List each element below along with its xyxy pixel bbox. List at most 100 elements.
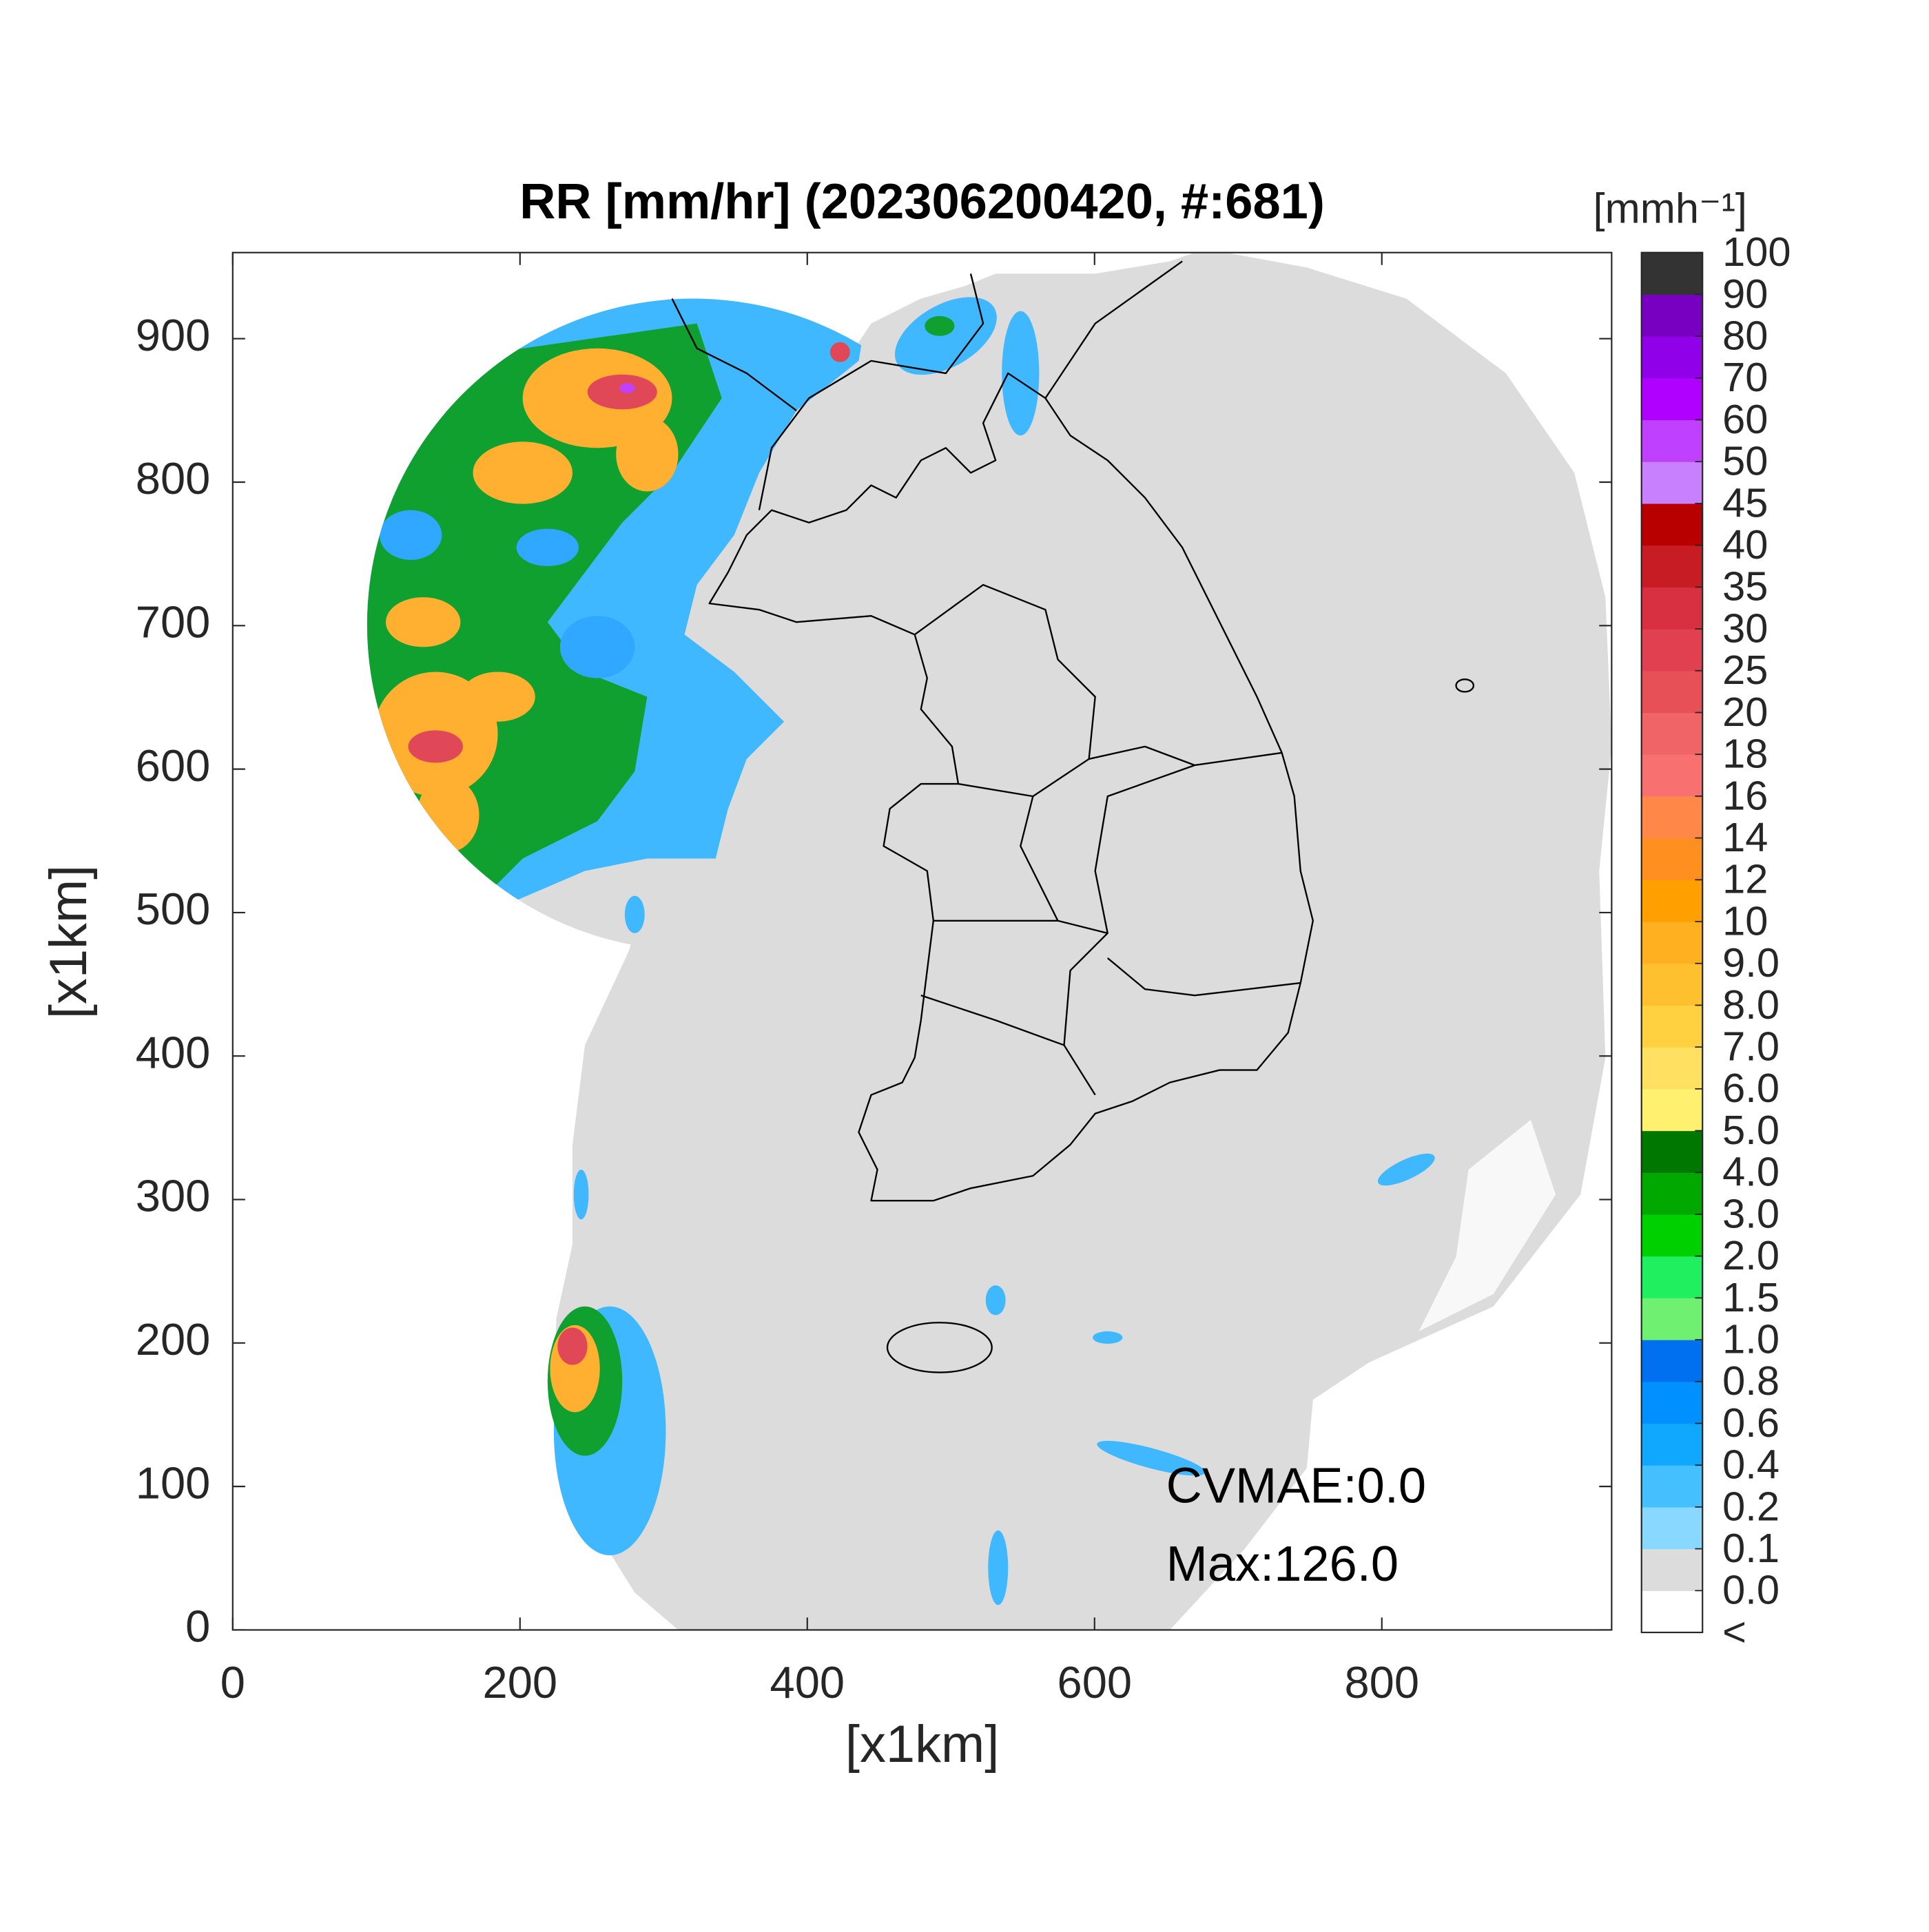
y-tick-label: 0 — [185, 1601, 210, 1652]
y-tick-label: 600 — [136, 740, 210, 791]
x-tick-label: 200 — [483, 1657, 557, 1707]
colorbar-segment — [1641, 1548, 1703, 1591]
x-tick-label: 800 — [1345, 1657, 1419, 1707]
y-tick-label: 400 — [136, 1027, 210, 1077]
colorbar-segment — [1641, 1298, 1703, 1340]
colorbar-segment — [1641, 796, 1703, 839]
rain-blue — [624, 895, 645, 933]
colorbar-segment — [1641, 838, 1703, 880]
colorbar-label: < — [1722, 1608, 1746, 1654]
colorbar-label: 35 — [1722, 563, 1768, 610]
rain-purple — [619, 383, 635, 393]
colorbar-segment — [1641, 1506, 1703, 1550]
rain-blue — [985, 1285, 1006, 1316]
colorbar-label: 60 — [1722, 396, 1768, 442]
x-axis-label: [x1km] — [845, 1715, 999, 1774]
colorbar-label: 8.0 — [1722, 981, 1780, 1028]
colorbar-segment — [1641, 963, 1703, 1006]
rain-blue — [1002, 311, 1040, 436]
rain-area-nw — [367, 298, 871, 908]
colorbar-label: 5.0 — [1722, 1107, 1780, 1153]
rain-blue — [1097, 1440, 1206, 1476]
colorbar-segment — [1641, 629, 1703, 672]
colorbar-label: 1.0 — [1722, 1316, 1780, 1362]
colorbar-segment — [1641, 587, 1703, 630]
rain-red — [408, 730, 463, 763]
rain-blue — [573, 1170, 589, 1220]
colorbar-label: 7.0 — [1722, 1024, 1780, 1070]
province-borders — [671, 260, 1301, 1096]
rain-red — [587, 374, 657, 410]
y-tick-label: 100 — [136, 1457, 210, 1508]
ulleung-island — [1455, 678, 1475, 693]
colorbar-segment — [1641, 1088, 1703, 1132]
colorbar-frame — [1640, 251, 1704, 1634]
colorbar-segment — [1641, 1005, 1703, 1048]
colorbar-label: 45 — [1722, 479, 1768, 526]
colorbar-segment — [1641, 1256, 1703, 1298]
colorbar-label: 1.5 — [1722, 1274, 1780, 1320]
y-axis-label: [x1km] — [39, 865, 98, 1019]
colorbar-segment — [1641, 252, 1703, 295]
colorbar-segment — [1641, 1465, 1703, 1508]
colorbar-label: 100 — [1722, 229, 1791, 275]
colorbar-segment — [1641, 754, 1703, 797]
jeju-island — [886, 1322, 993, 1373]
colorbar-label: 4.0 — [1722, 1149, 1780, 1195]
rain-blue — [559, 616, 635, 678]
rain-blue — [1377, 1153, 1435, 1186]
rain-orange — [386, 597, 461, 647]
colorbar-label: 10 — [1722, 897, 1768, 944]
rain-orange — [460, 672, 535, 722]
no-data-streaks — [1419, 1119, 1556, 1331]
colorbar-label: 2.0 — [1722, 1232, 1780, 1278]
coastline — [708, 372, 1314, 1202]
colorbar-label: 6.0 — [1722, 1065, 1780, 1111]
colorbar-label: 0.8 — [1722, 1358, 1780, 1404]
colorbar-label: 18 — [1722, 731, 1768, 777]
colorbar-label: 30 — [1722, 605, 1768, 651]
x-tick-label: 0 — [220, 1657, 245, 1707]
rain-red — [557, 1327, 588, 1365]
colorbar-label: 16 — [1722, 772, 1768, 818]
rain-blue — [1093, 1331, 1123, 1344]
colorbar-label: 50 — [1722, 438, 1768, 484]
colorbar-label: 90 — [1722, 271, 1768, 317]
radar-map — [367, 252, 1612, 1630]
rain-blue — [379, 510, 442, 560]
colorbar-label: 20 — [1722, 689, 1768, 735]
colorbar-label: 0.6 — [1722, 1400, 1780, 1446]
colorbar-segment — [1641, 1047, 1703, 1090]
y-tick-label: 500 — [136, 884, 210, 934]
y-tick-label: 900 — [136, 310, 210, 360]
colorbar-segment — [1641, 1340, 1703, 1382]
colorbar-label: 0.0 — [1722, 1567, 1780, 1613]
colorbar-segment — [1641, 1423, 1703, 1466]
colorbar-segment — [1641, 1214, 1703, 1257]
colorbar-segment — [1641, 461, 1703, 504]
annotation: Max:126.0 — [1166, 1537, 1399, 1592]
colorbar-label: 3.0 — [1722, 1190, 1780, 1236]
rain-blue — [516, 528, 579, 566]
colorbar-label: 0.4 — [1722, 1442, 1780, 1488]
colorbar-segment — [1641, 712, 1703, 755]
colorbar-segment — [1641, 1172, 1703, 1215]
colorbar-label: 25 — [1722, 647, 1768, 693]
x-tick-label: 400 — [770, 1657, 845, 1707]
rain-orange — [473, 442, 572, 504]
colorbar-unit: [mmh⁻¹] — [1593, 185, 1747, 232]
rain-blue — [894, 297, 997, 375]
colorbar-segment — [1641, 1590, 1703, 1633]
colorbar-segment — [1641, 419, 1703, 462]
y-tick-label: 700 — [136, 596, 210, 647]
y-tick-label: 800 — [136, 453, 210, 503]
colorbar-segment — [1641, 670, 1703, 714]
colorbar-segment — [1641, 922, 1703, 964]
colorbar-label: 9.0 — [1722, 939, 1780, 986]
colorbar-segment — [1641, 1381, 1703, 1424]
colorbar-label: 14 — [1722, 814, 1768, 860]
colorbar-label: 70 — [1722, 354, 1768, 400]
colorbar-segment — [1641, 336, 1703, 379]
colorbar-segment — [1641, 377, 1703, 421]
